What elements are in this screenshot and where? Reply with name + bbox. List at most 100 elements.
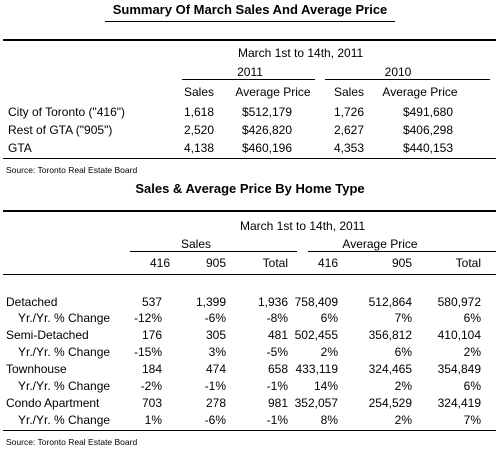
table2-cell: 354,849 [437, 362, 481, 376]
table1-cell: $460,196 [241, 141, 292, 155]
table2-row-label: Detached [6, 295, 58, 309]
table2-row-label: Semi-Detached [6, 328, 89, 342]
table2-col-total: Total [262, 256, 288, 270]
table2-cell: -12% [133, 311, 162, 325]
table1-cell: 1,618 [183, 105, 214, 119]
table2-cell: 324,419 [437, 396, 481, 410]
table2-cell: 176 [141, 328, 162, 342]
table2-bottom-rule [3, 430, 496, 431]
table2-col-905: 905 [205, 256, 226, 270]
table2-cell: 8% [320, 413, 338, 427]
table2-row-label: Yr./Yr. % Change [18, 345, 111, 359]
table1-period: March 1st to 14th, 2011 [238, 46, 364, 60]
table1-year-2011: 2011 [237, 65, 263, 79]
table2-cell: -8% [266, 311, 288, 325]
table2-col-total: Total [455, 256, 481, 270]
table2-cell: 2% [394, 379, 412, 393]
table2-cell: -1% [266, 413, 288, 427]
table2-cell: 481 [267, 328, 288, 342]
table2-cell: 537 [141, 295, 162, 309]
table1-col-avg-2011: Average Price [235, 85, 311, 99]
table2-cell: 356,812 [368, 328, 412, 342]
table2-cell: 254,529 [368, 396, 412, 410]
table2-cell: 184 [141, 362, 162, 376]
title-underline [105, 21, 395, 22]
table2-col-905: 905 [391, 256, 412, 270]
table2-cell: -1% [204, 379, 226, 393]
table1-cell: 4,353 [333, 141, 364, 155]
table2-cell: 324,465 [368, 362, 412, 376]
table2-source: Source: Toronto Real Estate Board [6, 437, 138, 447]
table2-cell: 7% [463, 413, 481, 427]
table2-cell: -2% [140, 379, 162, 393]
table1-title: Summary Of March Sales And Average Price [112, 2, 388, 17]
table2-cell: 305 [205, 328, 226, 342]
table2-cell: 474 [205, 362, 226, 376]
table2-title: Sales & Average Price By Home Type [135, 181, 365, 196]
table2-cell: 1% [144, 413, 162, 427]
table2-cell: 1,399 [195, 295, 226, 309]
table2-cell: 14% [313, 379, 338, 393]
table2-cell: 512,864 [368, 295, 412, 309]
table2-cell: 758,409 [294, 295, 338, 309]
table2-cell: 7% [394, 311, 412, 325]
table2-group-sales: Sales [180, 237, 212, 251]
table1-top-rule [3, 39, 496, 41]
table2-cell: 2% [320, 345, 338, 359]
table1-bottom-rule [3, 158, 496, 159]
table2-cell: -15% [133, 345, 162, 359]
table2-avg-underline [308, 251, 496, 252]
table2-cell: 410,104 [437, 328, 481, 342]
table1-col-sales-2011: Sales [183, 85, 214, 99]
table1-col-avg-2010: Average Price [382, 85, 458, 99]
table2-header-rule [3, 274, 496, 275]
table1-cell: $406,298 [402, 123, 453, 137]
table2-cell: 580,972 [437, 295, 481, 309]
table2-cell: 6% [394, 345, 412, 359]
table1-cell: $440,153 [402, 141, 453, 155]
table2-row-label: Townhouse [6, 362, 67, 376]
table2-cell: 2% [463, 345, 481, 359]
table2-cell: 6% [463, 379, 481, 393]
table1-row-label: GTA [8, 141, 32, 155]
table1-year-2010-underline [325, 79, 490, 80]
table2-cell: 981 [267, 396, 288, 410]
table2-col-416: 416 [149, 256, 170, 270]
table2-top-rule [3, 210, 496, 212]
table2-cell: -5% [266, 345, 288, 359]
table1-cell: $491,680 [402, 105, 453, 119]
table1-cell: 2,520 [183, 123, 214, 137]
table2-col-416: 416 [317, 256, 338, 270]
table2-cell: 1,936 [257, 295, 288, 309]
table1-row-label: City of Toronto ("416") [8, 105, 126, 119]
table2-cell: -6% [204, 413, 226, 427]
table2-cell: 3% [208, 345, 226, 359]
table2-cell: -6% [204, 311, 226, 325]
table1-year-2010: 2010 [384, 65, 412, 79]
table2-cell: 352,057 [294, 396, 338, 410]
table2-cell: 6% [320, 311, 338, 325]
table2-row-label: Yr./Yr. % Change [18, 311, 111, 325]
table2-cell: 658 [267, 362, 288, 376]
table1-cell: $426,820 [241, 123, 292, 137]
table2-period: March 1st to 14th, 2011 [240, 219, 366, 233]
table2-cell: 6% [463, 311, 481, 325]
table2-cell: 2% [394, 413, 412, 427]
table2-row-label: Condo Apartment [6, 396, 100, 410]
table2-cell: 433,119 [295, 362, 339, 376]
table1-cell: $512,179 [241, 105, 292, 119]
table2-row-label: Yr./Yr. % Change [18, 379, 111, 393]
table2-sales-underline [130, 251, 297, 252]
table2-row-label: Yr./Yr. % Change [18, 413, 111, 427]
table1-row-label: Rest of GTA ("905") [8, 123, 113, 137]
table2-group-avg: Average Price [342, 237, 418, 251]
table1-year-2011-underline [182, 79, 315, 80]
table2-cell: -1% [266, 379, 288, 393]
table2-cell: 703 [141, 396, 162, 410]
table1-source: Source: Toronto Real Estate Board [6, 165, 138, 175]
table1-cell: 2,627 [333, 123, 364, 137]
table2-cell: 502,455 [294, 328, 338, 342]
table1-cell: 1,726 [333, 105, 364, 119]
table2-cell: 278 [205, 396, 226, 410]
table1-col-sales-2010: Sales [333, 85, 364, 99]
